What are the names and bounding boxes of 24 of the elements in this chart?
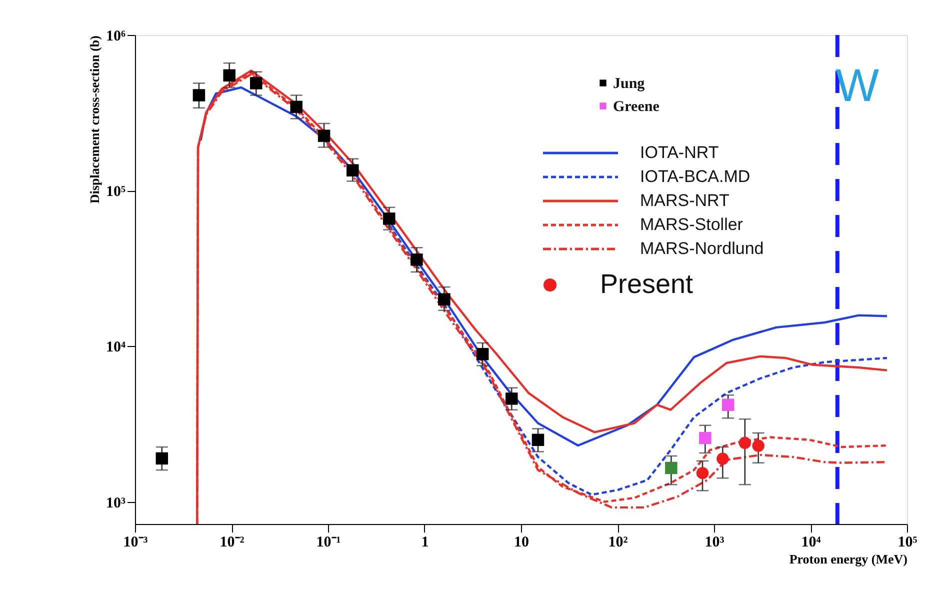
legend-label: Present bbox=[600, 269, 694, 299]
y-tick-label: 10⁶ bbox=[106, 28, 126, 44]
x-tick-label: 10⁴ bbox=[801, 534, 822, 550]
legend-label: MARS-Nordlund bbox=[640, 239, 764, 258]
legend-label: Jung bbox=[613, 76, 646, 92]
y-tick-label: 10⁵ bbox=[106, 184, 126, 200]
x-tick-label: 10⁻² bbox=[220, 534, 245, 550]
x-tick-label: 1 bbox=[421, 534, 429, 550]
legend-label: IOTA-NRT bbox=[640, 143, 719, 162]
x-tick-label: 10³ bbox=[704, 534, 725, 550]
x-tick-label: 10⁻¹ bbox=[316, 534, 341, 550]
y-axis-title: Displacement cross-section (b) bbox=[87, 36, 102, 204]
x-axis-title: Proton energy (MeV) bbox=[789, 552, 908, 566]
y-tick-label: 10³ bbox=[106, 495, 126, 512]
legend-label: IOTA-BCA.MD bbox=[640, 167, 750, 186]
legend-label: MARS-NRT bbox=[640, 191, 730, 210]
x-tick-label: 10² bbox=[608, 534, 628, 550]
annotation: W bbox=[836, 59, 880, 111]
x-tick-label: 10 bbox=[514, 534, 529, 550]
legend-label: Greene bbox=[613, 99, 660, 115]
y-tick-label: 10⁴ bbox=[106, 340, 126, 356]
legend-label: MARS-Stoller bbox=[640, 215, 744, 234]
x-tick-label: 10⁵ bbox=[898, 534, 918, 550]
x-tick-label: 10⁻³ bbox=[123, 534, 148, 550]
